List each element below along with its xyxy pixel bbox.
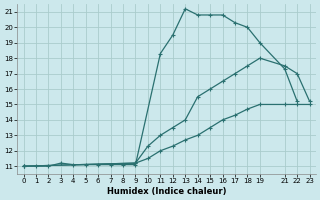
X-axis label: Humidex (Indice chaleur): Humidex (Indice chaleur) — [107, 187, 226, 196]
